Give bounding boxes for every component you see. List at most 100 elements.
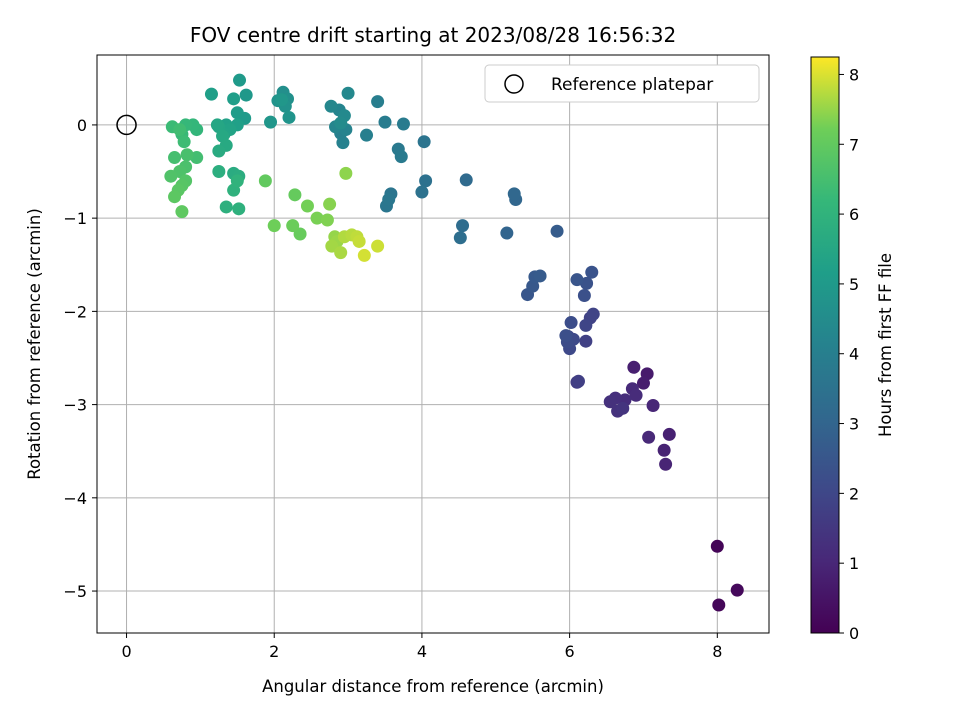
y-tick-label: 0 — [77, 116, 87, 135]
data-point — [360, 128, 374, 142]
data-point — [636, 376, 650, 390]
y-axis-ticks: 0 −1 −2 −3 −4 −5 — [63, 116, 97, 601]
data-point — [453, 231, 467, 245]
data-point — [212, 144, 226, 158]
y-tick-label: −5 — [63, 582, 87, 601]
reference-platepar-marker — [116, 114, 137, 136]
colorbar-label: Hours from first FF file — [876, 253, 895, 437]
data-point — [227, 92, 241, 106]
data-point — [415, 185, 429, 199]
data-point — [233, 73, 247, 87]
data-point — [570, 273, 584, 287]
data-point — [286, 219, 300, 233]
data-point — [577, 289, 591, 303]
data-point — [550, 224, 564, 238]
data-point — [629, 388, 643, 402]
data-point — [371, 239, 385, 253]
data-point — [378, 115, 392, 129]
data-point — [730, 583, 744, 597]
data-point — [571, 374, 585, 388]
colorbar-tick-label: 4 — [849, 345, 859, 364]
data-point — [177, 135, 191, 149]
colorbar-tick-label: 8 — [849, 65, 859, 84]
data-point — [459, 173, 473, 187]
colorbar-tick-label: 0 — [849, 624, 859, 643]
data-point — [212, 165, 226, 179]
data-point — [341, 86, 355, 100]
data-points — [116, 73, 744, 612]
data-point — [456, 219, 470, 233]
data-point — [394, 150, 408, 164]
data-point — [585, 265, 599, 279]
colorbar-tick-label: 3 — [849, 415, 859, 434]
plot-frame — [96, 54, 770, 634]
y-tick-label: −4 — [63, 489, 87, 508]
data-point — [500, 226, 514, 240]
data-point — [180, 148, 194, 162]
colorbar-tick-label: 5 — [849, 275, 859, 294]
data-point — [164, 169, 178, 183]
data-point — [175, 205, 189, 219]
colorbar-tick-label: 6 — [849, 205, 859, 224]
data-point — [642, 430, 656, 444]
data-point — [239, 88, 253, 102]
data-point — [324, 99, 338, 113]
data-point — [339, 166, 353, 180]
data-point — [204, 87, 218, 101]
data-point — [336, 136, 350, 150]
data-point — [559, 329, 573, 343]
x-tick-label: 0 — [121, 642, 131, 661]
data-point — [267, 219, 281, 233]
data-point — [657, 443, 671, 457]
data-point — [323, 197, 337, 211]
data-point — [258, 174, 272, 188]
x-tick-label: 6 — [565, 642, 575, 661]
x-axis-ticks: 0 2 4 6 8 — [121, 633, 722, 661]
data-point — [616, 401, 630, 415]
chart-title: FOV centre drift starting at 2023/08/28 … — [190, 23, 676, 47]
data-point — [264, 115, 278, 129]
data-point — [168, 190, 182, 204]
data-point — [310, 211, 324, 225]
data-point — [230, 106, 244, 120]
data-point — [168, 151, 182, 165]
data-point — [334, 116, 348, 130]
legend: Reference platepar — [484, 64, 760, 103]
data-point — [320, 213, 334, 227]
data-point — [300, 199, 314, 213]
data-point — [282, 110, 296, 124]
data-point — [173, 123, 187, 137]
data-point — [371, 95, 385, 109]
data-point — [396, 117, 410, 131]
data-point — [417, 135, 431, 149]
legend-box — [484, 64, 760, 103]
data-point — [564, 316, 578, 330]
colorbar-tick-label: 7 — [849, 135, 859, 154]
colorbar: 0 1 2 3 4 5 6 7 8 Hours from first FF file — [810, 56, 895, 643]
data-point — [275, 93, 289, 107]
colorbar-tick-label: 2 — [849, 484, 859, 503]
data-point — [579, 334, 593, 348]
x-tick-label: 8 — [712, 642, 722, 661]
colorbar-ticks: 0 1 2 3 4 5 6 7 8 — [839, 65, 859, 643]
data-point — [586, 307, 600, 321]
y-axis-label: Rotation from reference (arcmin) — [25, 208, 44, 480]
grid — [97, 55, 769, 633]
data-point — [659, 457, 673, 471]
colorbar-tick-label: 1 — [849, 554, 859, 573]
data-point — [662, 427, 676, 441]
x-tick-label: 4 — [417, 642, 427, 661]
data-point — [710, 539, 724, 553]
data-point — [288, 188, 302, 202]
data-point — [382, 193, 396, 206]
data-point — [579, 318, 593, 332]
data-point — [603, 395, 617, 409]
data-point — [219, 200, 233, 214]
x-axis-label: Angular distance from reference (arcmin) — [262, 677, 604, 696]
x-tick-label: 2 — [269, 642, 279, 661]
data-point — [334, 246, 348, 260]
data-point — [507, 187, 521, 201]
data-point — [533, 269, 547, 283]
colorbar-gradient — [810, 56, 840, 634]
